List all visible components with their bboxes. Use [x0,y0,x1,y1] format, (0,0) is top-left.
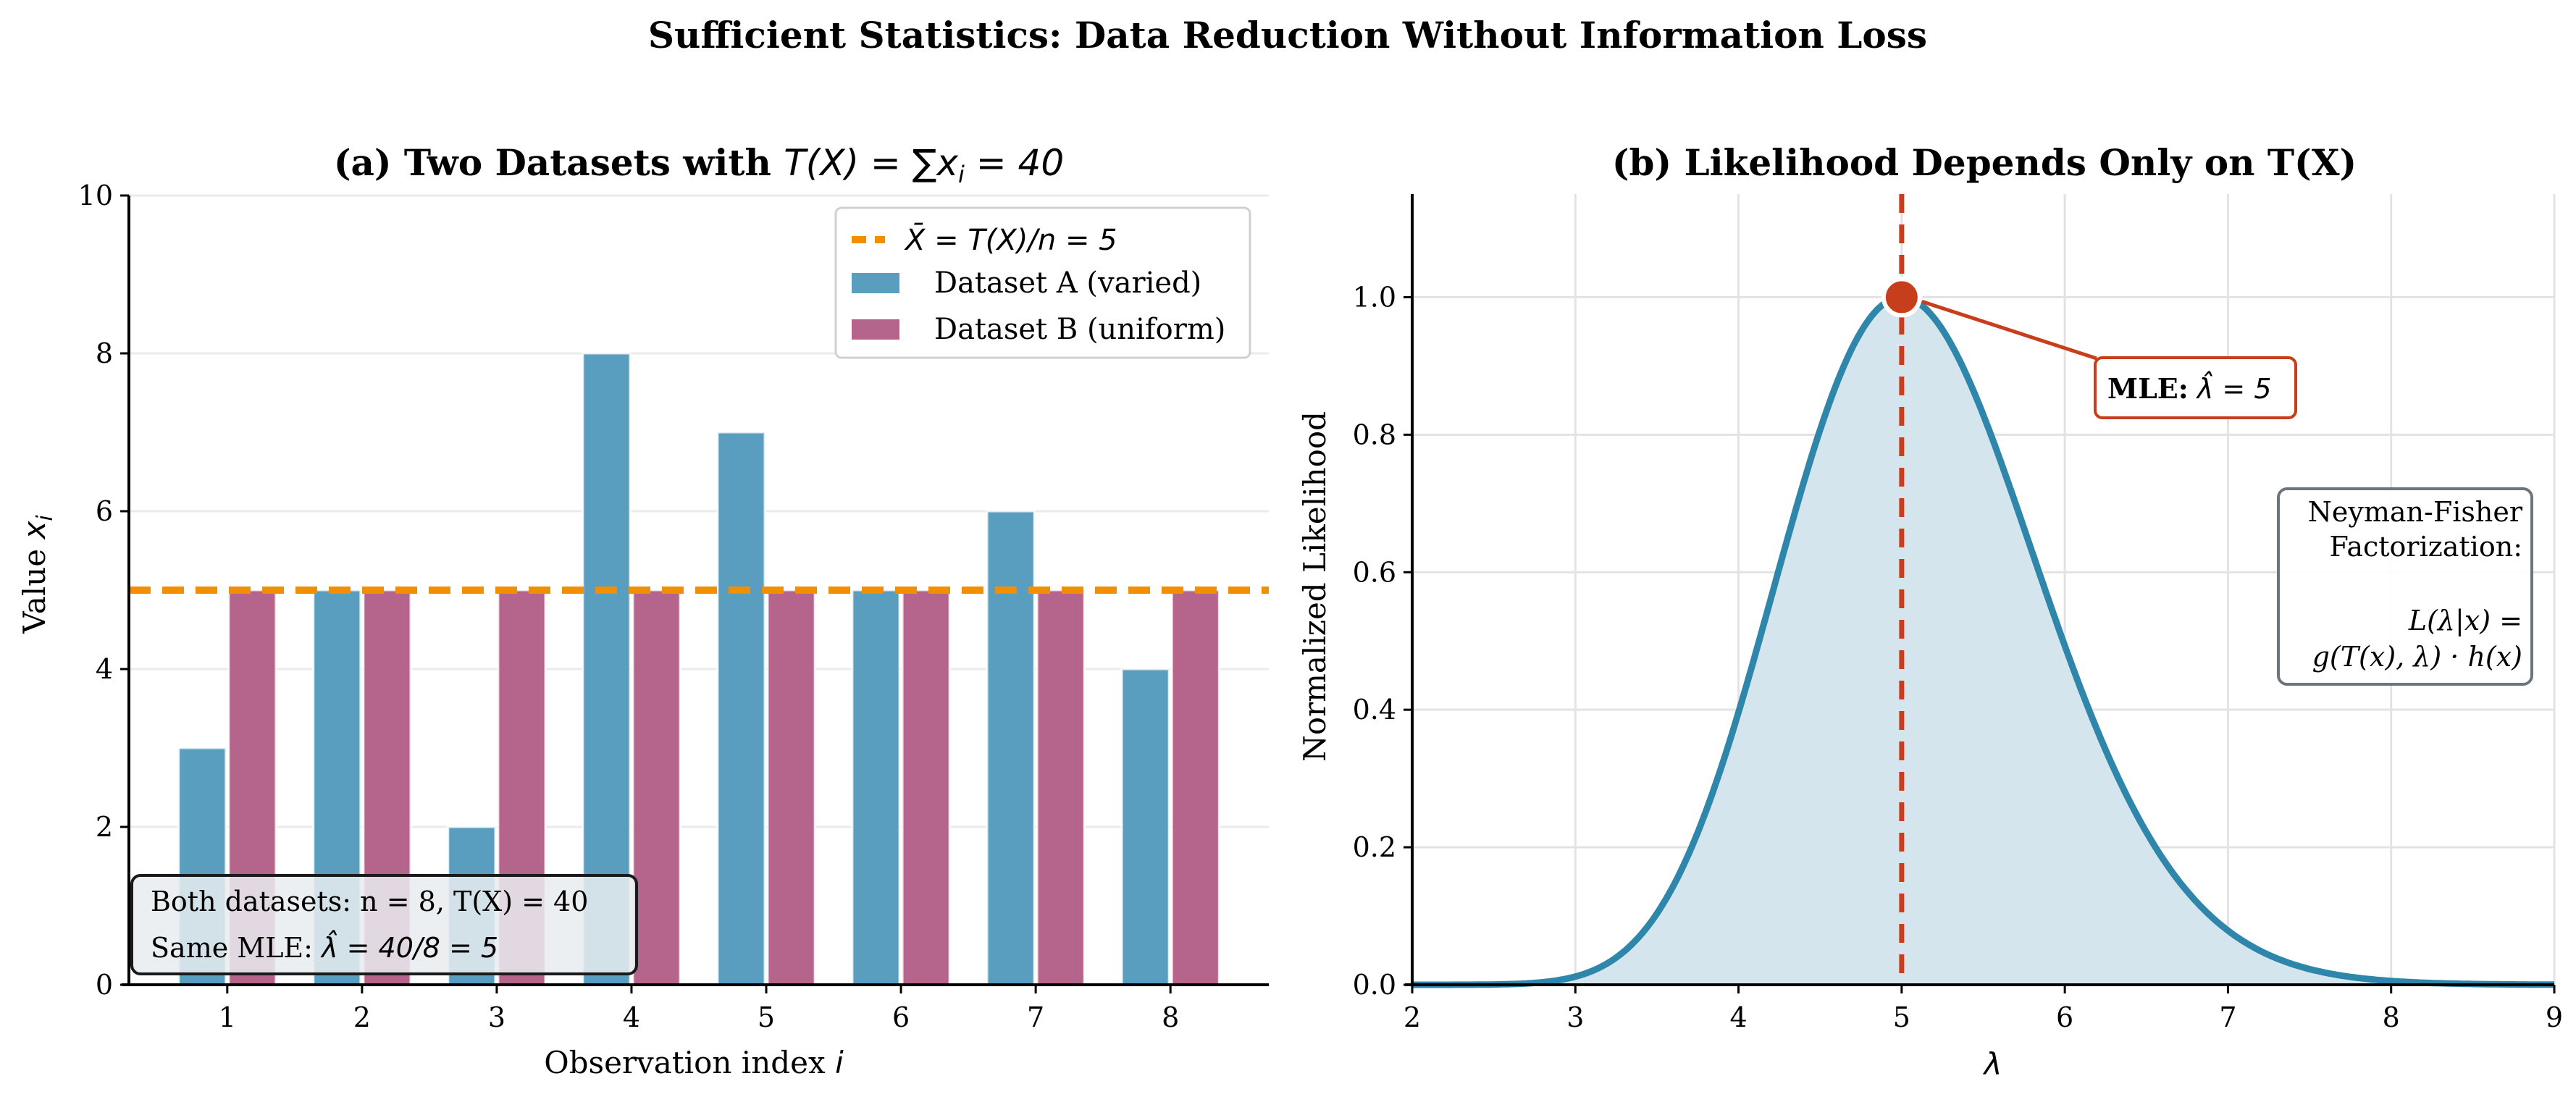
legend-label-dataset-b: Dataset B (uniform) [934,313,1225,346]
x-tick-label: 7 [2219,1001,2236,1033]
factorization-line-3: L(λ|x) = [2408,605,2522,636]
y-tick-label: 0.4 [1353,694,1396,726]
mle-point-marker [1881,277,1922,318]
likelihood-curve [1412,294,2554,988]
mle-annotation-connector [1921,300,2097,361]
y-tick-label: 0 [96,969,113,1001]
bar-dataset-b [901,589,951,986]
panel-a-title: (a) Two Datasets with T(X) = ∑xi = 40 [334,141,1064,188]
bar-dataset-b [632,589,681,986]
bar-dataset-a [1120,668,1170,986]
legend-dataset-a-swatch [852,273,899,293]
y-tick-label: 0.6 [1353,556,1396,588]
likelihood-fill-area [1412,297,2554,985]
bar-dataset-a [986,510,1036,986]
x-tick-label: 2 [353,1001,371,1033]
x-tick-label: 6 [892,1001,910,1033]
stats-line-1: Both datasets: n = 8, T(X) = 40 [151,886,588,917]
bar-dataset-b [1036,589,1086,986]
panel-a-y-ticks: 0 2 4 6 8 10 [78,180,129,1001]
bar-dataset-a [851,589,901,986]
panel-a-x-ticks: 1 2 3 4 5 6 7 8 [219,985,1179,1033]
x-tick-label: 1 [219,1001,236,1033]
y-tick-label: 2 [96,811,113,843]
stats-box-frame [130,874,638,975]
y-tick-label: 8 [96,337,113,369]
factorization-box: Neyman-Fisher Factorization: L(λ|x) = g(… [2277,487,2533,686]
factorization-line-4: g(T(x), λ) · h(x) [2312,641,2522,673]
x-tick-label: 5 [758,1001,775,1033]
x-tick-label: 4 [623,1001,640,1033]
x-tick-label: 8 [2383,1001,2400,1033]
stats-annotation-box: Both datasets: n = 8, T(X) = 40 Same MLE… [130,874,638,975]
factorization-frame [2277,487,2533,686]
x-tick-label: 8 [1162,1001,1179,1033]
panel-b-x-ticks: 2 3 4 5 6 7 8 9 [1404,985,2563,1033]
figure-suptitle: Sufficient Statistics: Data Reduction Wi… [648,14,1927,56]
x-tick-label: 6 [2056,1001,2073,1033]
x-tick-label: 2 [1404,1001,1421,1033]
panel-b-axes [1405,194,2554,986]
panel-b-y-ticks: 0.0 0.2 0.4 0.6 0.8 1.0 [1353,281,1412,1001]
y-tick-label: 4 [96,653,113,685]
legend-frame [834,206,1251,359]
x-tick-label: 5 [1893,1001,1910,1033]
stats-line-2: Same MLE: λ̂ = 40/8 = 5 [151,930,498,964]
x-tick-label: 9 [2546,1001,2563,1033]
y-tick-label: 0.2 [1353,831,1396,863]
y-tick-label: 1.0 [1353,281,1396,313]
x-tick-label: 3 [1566,1001,1584,1033]
y-tick-label: 6 [96,495,113,527]
x-tick-label: 4 [1729,1001,1747,1033]
panel-b: (b) Likelihood Depends Only on T(X) 0.00… [1297,141,2563,1082]
bar-dataset-b [766,589,816,986]
mle-label-box: MLE: λ̂ = 5 [2094,356,2297,419]
factorization-line-1: Neyman-Fisher [2308,496,2523,528]
legend-label-dataset-a: Dataset A (varied) [934,266,1201,300]
y-tick-label: 0.0 [1353,969,1396,1001]
legend-dataset-b-swatch [852,319,899,340]
mle-label-frame [2094,356,2297,419]
x-tick-label: 3 [488,1001,505,1033]
panel-a-legend: X̄ = T(X)/n = 5 Dataset A (varied) Datas… [834,206,1251,359]
panel-b-x-label: λ [1983,1046,2002,1082]
bar-dataset-a [716,431,766,986]
panel-a-axes [122,196,1269,986]
factorization-line-2: Factorization: [2330,531,2522,563]
panel-b-title: (b) Likelihood Depends Only on T(X) [1612,141,2357,184]
x-tick-label: 7 [1027,1001,1044,1033]
y-tick-label: 10 [78,180,113,211]
mle-label-text: MLE: λ̂ = 5 [2107,371,2272,405]
panel-a: (a) Two Datasets with T(X) = ∑xi = 40 0 2… [17,141,1269,1080]
legend-label-mean: X̄ = T(X)/n = 5 [904,222,1117,257]
panel-a-y-label: Value xi [17,515,58,634]
panel-b-y-label: Normalized Likelihood [1297,411,1333,762]
panel-a-x-label: Observation index i [544,1045,844,1080]
y-tick-label: 0.8 [1353,419,1396,450]
bar-dataset-b [1170,589,1220,986]
